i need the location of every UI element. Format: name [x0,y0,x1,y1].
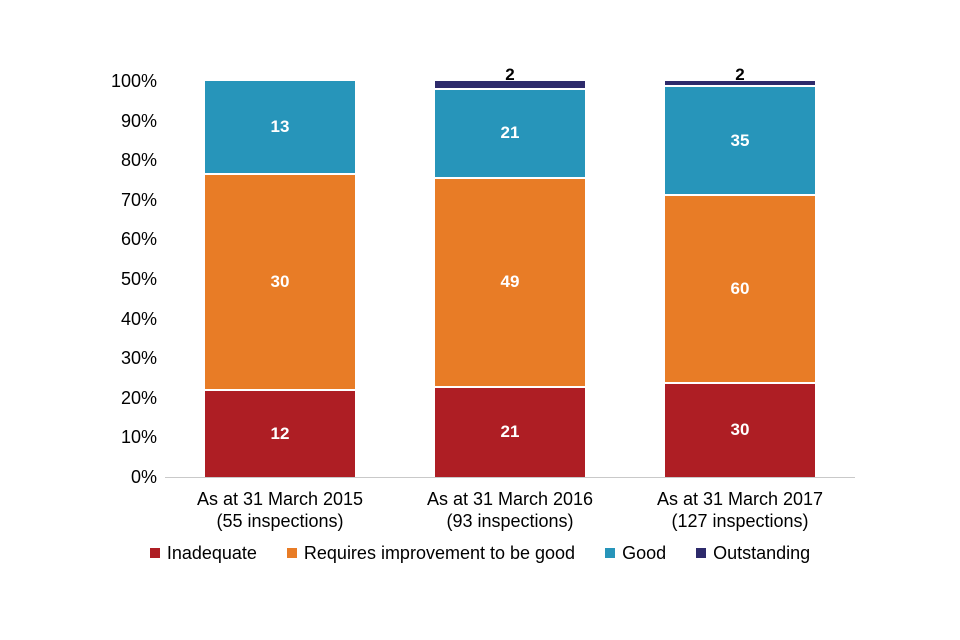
bar-segment: 49 [435,179,585,388]
bar-segment-label: 35 [730,130,750,150]
legend-item: Outstanding [696,543,810,564]
bar: 30 60 35 2 [665,65,815,477]
x-category-label: As at 31 March 2016 (93 inspections) [395,488,625,532]
bar-segment-label: 21 [500,422,520,442]
x-category-label-line1: As at 31 March 2016 [426,489,594,509]
x-category-label-line2: (93 inspections) [446,511,574,531]
x-category-label-line1: As at 31 March 2015 [196,489,364,509]
x-category-label: As at 31 March 2015 (55 inspections) [165,488,395,532]
y-axis: 0% 10% 20% 30% 40% 50% 60% 70% 80% 90% 100% [55,71,157,487]
legend-item: Inadequate [149,542,257,564]
legend: Inadequate Requires improvement to be goo… [0,542,960,564]
y-tick-label: 30% [120,348,157,369]
y-tick-label: 100% [110,71,157,91]
legend-item: Good [605,543,666,564]
x-category-label: As at 31 March 2017 (127 inspections) [625,488,855,532]
bar-segment: 21 [435,89,585,180]
bar-segment: 21 [435,387,585,477]
x-category-label-line2: (127 inspections) [671,511,809,531]
y-tick-label: 60% [120,229,157,250]
legend-swatch [696,548,707,558]
y-tick-label: 70% [120,189,157,210]
legend-label: Inadequate [166,542,257,563]
y-tick-label: 80% [120,150,157,171]
bar-segment-label: 60 [730,278,750,298]
bar-segment-label: 13 [270,116,290,136]
legend-label: Requires improvement to be good [303,542,576,563]
legend-item: Requires improvement to be good [286,542,576,564]
plot-area: 12 30 13 21 49 21 2 30 60 35 2 [165,65,855,478]
x-category-label-line1: As at 31 March 2017 [656,489,824,509]
bar-segment: 35 [665,87,815,197]
bar-segment: 12 [205,390,355,477]
y-tick-label: 10% [120,427,157,448]
legend-label: Good [622,542,667,563]
y-tick-label: 0% [130,467,157,487]
bar-segment: 30 [665,383,815,477]
x-axis: As at 31 March 2015 (55 inspections) As at… [165,488,855,536]
bar-segment [665,81,815,88]
bar-segment: 13 [205,81,355,175]
bar-segment-label: 12 [270,423,290,443]
bar: 12 30 13 [205,81,355,477]
bar-segment [435,81,585,90]
y-tick-label: 50% [120,269,157,289]
bar-segment: 60 [665,196,815,384]
legend-swatch [286,548,297,558]
legend-swatch [605,548,616,558]
bar: 21 49 21 2 [435,65,585,477]
bar-segment-label: 21 [500,123,520,143]
y-tick-label: 20% [120,387,157,408]
legend-label: Outstanding [713,542,811,563]
bar-segment: 30 [205,174,355,391]
bar-segment-label: 49 [500,272,520,292]
bar-segment-label: 30 [730,420,750,440]
bar-segment-label: 30 [270,271,290,291]
y-tick-label: 40% [120,308,157,329]
x-category-label-line2: (55 inspections) [216,511,344,531]
legend-swatch [149,548,160,558]
y-tick-label: 90% [120,110,157,131]
